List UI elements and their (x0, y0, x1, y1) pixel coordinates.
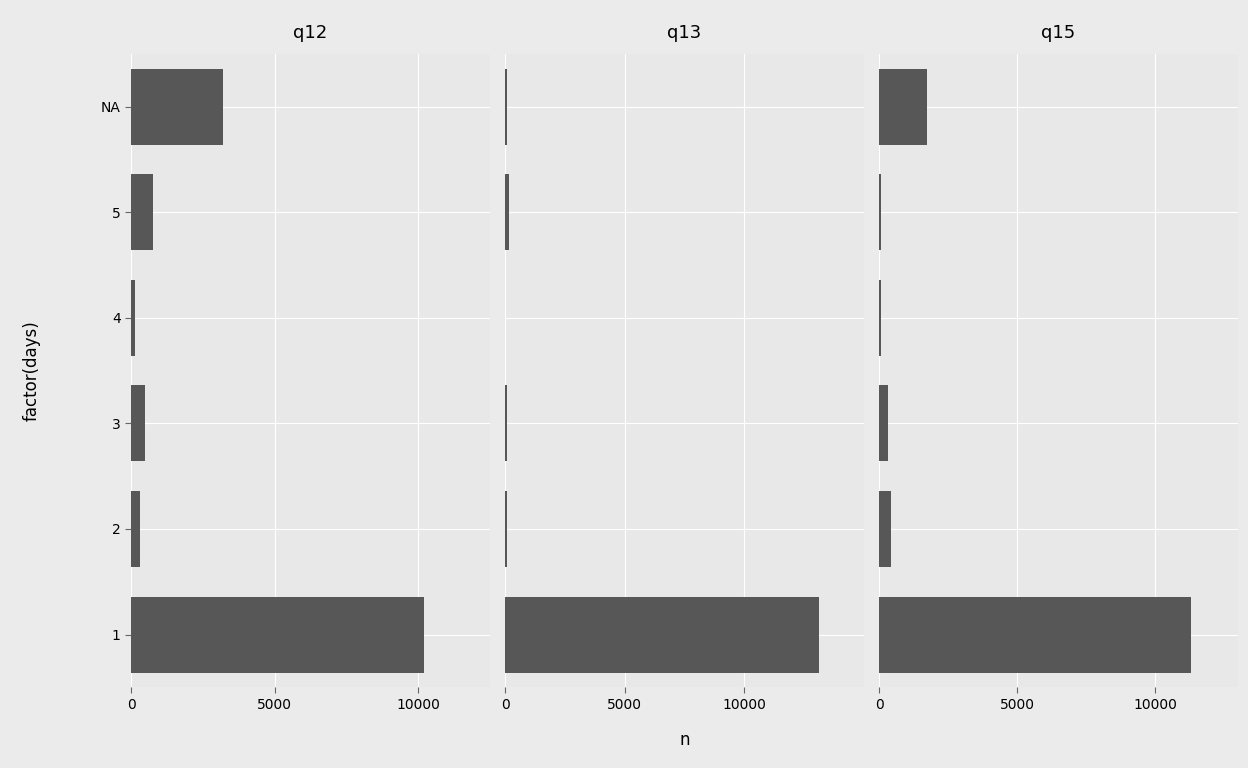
Bar (879, 68, 927, 144)
Bar (131, 386, 145, 462)
Bar (879, 174, 881, 250)
Bar (505, 174, 509, 250)
Bar (505, 68, 507, 144)
Bar (131, 491, 140, 567)
Bar (879, 386, 887, 462)
Bar (879, 280, 881, 356)
Bar (131, 68, 223, 144)
Bar (505, 597, 819, 673)
Bar (131, 597, 424, 673)
Text: q15: q15 (1041, 24, 1076, 41)
Text: factor(days): factor(days) (22, 320, 40, 421)
Text: n: n (679, 731, 690, 749)
Bar (505, 491, 507, 567)
Bar (879, 597, 1191, 673)
Bar (131, 280, 135, 356)
Bar (505, 386, 507, 462)
Bar (131, 174, 154, 250)
Bar (879, 491, 891, 567)
Text: q12: q12 (293, 24, 328, 41)
Text: q13: q13 (668, 24, 701, 41)
